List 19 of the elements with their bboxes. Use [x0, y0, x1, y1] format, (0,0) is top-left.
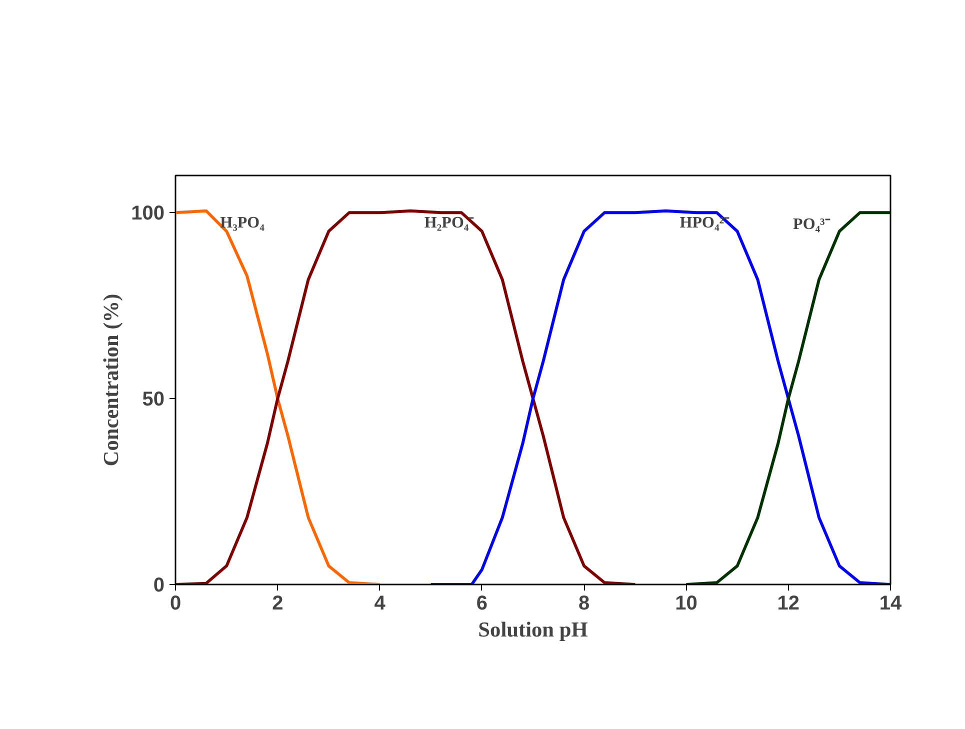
series-label: HPO₄²⁻	[680, 214, 730, 232]
y-tick-label: 50	[142, 388, 165, 411]
x-tick-label: 10	[675, 592, 698, 614]
x-tick-label: 14	[879, 592, 902, 614]
x-tick-label: 12	[777, 592, 800, 614]
x-tick-label: 2	[272, 592, 284, 614]
x-tick-label: 6	[476, 592, 488, 614]
y-axis-title: Concentration (%)	[99, 294, 124, 466]
x-tick-label: 0	[170, 592, 182, 614]
line-series	[176, 209, 382, 584]
x-tick-label: 8	[578, 592, 590, 614]
line-series	[176, 209, 637, 584]
y-tick-label: 100	[131, 202, 165, 225]
series-label: H₃PO₄	[220, 214, 265, 232]
y-tick-label: 0	[153, 574, 164, 596]
x-axis-title: Solution pH	[478, 618, 588, 642]
series-label: PO₄³⁻	[793, 216, 831, 234]
series-label: H₂PO₄⁻	[424, 214, 475, 232]
x-tick-label: 4	[374, 592, 386, 614]
